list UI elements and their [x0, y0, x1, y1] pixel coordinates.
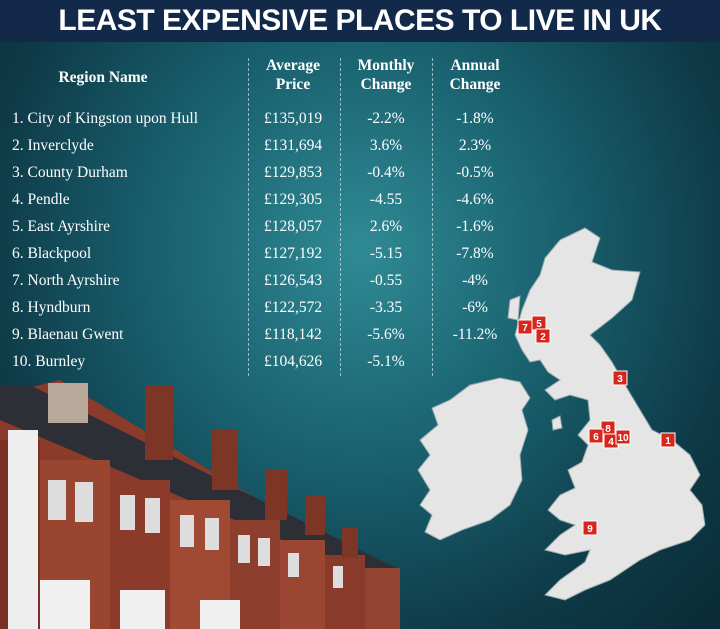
table-cell: -4.55	[369, 191, 403, 208]
island	[551, 415, 563, 431]
column-separator	[340, 58, 341, 376]
region-name: 10. Burnley	[12, 353, 86, 370]
region-name: 3. County Durham	[12, 164, 128, 181]
table-cell: -11.2%	[452, 326, 498, 343]
marker-label: 3	[617, 374, 623, 385]
marker-label: 10	[617, 433, 629, 444]
table-cell: -4.6%	[456, 191, 494, 208]
map-marker	[612, 370, 628, 386]
table-cell: 2.6%	[369, 218, 403, 235]
region-name: 4. Pendle	[12, 191, 70, 208]
column-separator	[432, 58, 433, 376]
price-table: Region Name Average Price Monthly Change An…	[0, 50, 520, 380]
table-cell: -6%	[462, 299, 488, 316]
table-cell: 2.3%	[458, 137, 492, 154]
region-name: 7. North Ayrshire	[12, 272, 120, 289]
table-cell: £104,626	[263, 353, 323, 370]
map-marker	[535, 328, 551, 344]
map-marker	[660, 432, 676, 448]
table-cell: -1.6%	[456, 218, 494, 235]
column-header: Annual Change	[449, 57, 501, 93]
table-cell: £122,572	[263, 299, 323, 316]
table-cell: -5.1%	[367, 353, 405, 370]
houses	[0, 380, 400, 629]
marker-label: 8	[605, 424, 611, 435]
table-cell: £131,694	[263, 137, 323, 154]
map-marker	[582, 520, 598, 536]
great-britain	[514, 227, 706, 601]
table-cell: -7.8%	[456, 245, 494, 262]
marker-label: 4	[608, 437, 614, 448]
region-name: 9. Blaenau Gwent	[12, 326, 124, 343]
table-cell: 3.6%	[369, 137, 403, 154]
region-name: 5. East Ayrshire	[12, 218, 111, 235]
ireland	[417, 377, 531, 541]
column-separator	[248, 58, 249, 376]
region-name: 2. Inverclyde	[12, 137, 94, 154]
table-cell: -1.8%	[456, 110, 494, 127]
table-cell: -0.55	[369, 272, 403, 289]
table-cell: £128,057	[263, 218, 323, 235]
marker-label: 1	[665, 436, 671, 447]
table-cell: £126,543	[263, 272, 323, 289]
column-header: Region Name	[58, 69, 148, 86]
map-marker	[615, 429, 631, 445]
map-marker	[588, 428, 604, 444]
map-markers: 7 5 2 3 86 4 10 1 9	[517, 315, 676, 536]
table-cell: £127,192	[263, 245, 323, 262]
title: LEAST EXPENSIVE PLACES TO LIVE IN UK	[0, 0, 720, 42]
table-cell: -3.35	[369, 299, 403, 316]
marker-label: 5	[536, 319, 542, 330]
marker-label: 7	[522, 323, 528, 334]
region-name: 6. Blackpool	[12, 245, 92, 262]
table-cell: -0.4%	[367, 164, 405, 181]
table-cell: £129,853	[263, 164, 323, 181]
column-header: Monthly Change	[357, 57, 415, 93]
marker-label: 9	[587, 524, 593, 535]
table-cell: £129,305	[263, 191, 323, 208]
table-cell: -5.6%	[367, 326, 405, 343]
table-cell: -0.5%	[456, 164, 494, 181]
table-cell: -4%	[462, 272, 488, 289]
marker-label: 6	[593, 432, 599, 443]
region-name: 8. Hyndburn	[12, 299, 91, 316]
column-header: Average Price	[266, 57, 320, 93]
marker-label: 2	[540, 332, 546, 343]
table-cell: -2.2%	[367, 110, 405, 127]
table-cell: £135,019	[263, 110, 323, 127]
table-cell: £118,142	[264, 326, 322, 343]
region-name: 1. City of Kingston upon Hull	[12, 110, 199, 127]
table-cell: -5.15	[369, 245, 403, 262]
